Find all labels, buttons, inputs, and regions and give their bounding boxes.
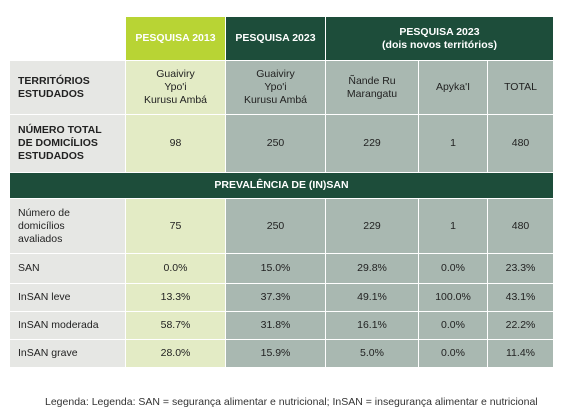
table-cell: Número de domicílios avaliados: [9, 198, 126, 254]
header-cell: PESQUISA 2013: [125, 16, 226, 61]
table-cell: 480: [487, 198, 554, 254]
table-row: TERRITÓRIOS ESTUDADOS Guaiviry Ypo'i Kuru…: [9, 60, 554, 115]
table-cell: 16.1%: [325, 311, 419, 340]
table-cell: 23.3%: [487, 253, 554, 284]
table-cell: Apyka'I: [418, 60, 488, 115]
table-cell: 480: [487, 114, 554, 173]
table-cell: InSAN moderada: [9, 311, 126, 340]
table-cell: 43.1%: [487, 283, 554, 312]
table-row: InSAN leve 13.3% 37.3% 49.1% 100.0% 43.1%: [9, 283, 554, 312]
table-row: Número de domicílios avaliados 75 250 229 1 4…: [9, 198, 554, 254]
table-cell: 1: [418, 114, 488, 173]
table-cell: 15.9%: [225, 339, 326, 368]
legend: Legenda: Legenda: SAN = segurança alimen…: [45, 396, 538, 408]
table-row: InSAN grave 28.0% 15.9% 5.0% 0.0% 11.4%: [9, 339, 554, 368]
table-cell: 28.0%: [125, 339, 226, 368]
table-cell: TERRITÓRIOS ESTUDADOS: [9, 60, 126, 115]
table-row: NÚMERO TOTAL DE DOMICÍLIOS ESTUDADOS 98 25…: [9, 114, 554, 173]
table-cell: 11.4%: [487, 339, 554, 368]
table-cell: TOTAL: [487, 60, 554, 115]
table-cell: 0.0%: [418, 339, 488, 368]
table-cell: Guaiviry Ypo'i Kurusu Ambá: [125, 60, 226, 115]
table-cell: SAN: [9, 253, 126, 284]
table-cell: 229: [325, 114, 419, 173]
table-cell: 250: [225, 198, 326, 254]
table-cell: 5.0%: [325, 339, 419, 368]
table-cell: 250: [225, 114, 326, 173]
table-cell: 15.0%: [225, 253, 326, 284]
table-cell: 0.0%: [418, 311, 488, 340]
table-cell: 0.0%: [418, 253, 488, 284]
table-cell: 37.3%: [225, 283, 326, 312]
table-cell: 98: [125, 114, 226, 173]
table-cell: 29.8%: [325, 253, 419, 284]
table-cell: Guaiviry Ypo'i Kurusu Ambá: [225, 60, 326, 115]
empty-cell: [9, 16, 126, 61]
table-cell: 49.1%: [325, 283, 419, 312]
table-row: PREVALÊNCIA DE (IN)SAN: [9, 172, 554, 199]
table-cell: 100.0%: [418, 283, 488, 312]
table-cell: InSAN grave: [9, 339, 126, 368]
table-cell: 58.7%: [125, 311, 226, 340]
header-cell: PESQUISA 2023: [225, 16, 326, 61]
table-cell: Ñande Ru Marangatu: [325, 60, 419, 115]
header-cell: PESQUISA 2023 (dois novos territórios): [325, 16, 554, 61]
header-row: PESQUISA 2013 PESQUISA 2023 PESQUISA 202…: [9, 16, 554, 61]
section-header: PREVALÊNCIA DE (IN)SAN: [9, 172, 554, 199]
table-row: InSAN moderada 58.7% 31.8% 16.1% 0.0% 22.2%: [9, 311, 554, 340]
data-table: PESQUISA 2013 PESQUISA 2023 PESQUISA 202…: [9, 16, 554, 368]
table-body: PESQUISA 2013 PESQUISA 2023 PESQUISA 202…: [9, 16, 554, 368]
table-cell: 13.3%: [125, 283, 226, 312]
table-cell: 229: [325, 198, 419, 254]
table-cell: 0.0%: [125, 253, 226, 284]
table-cell: InSAN leve: [9, 283, 126, 312]
table-cell: 22.2%: [487, 311, 554, 340]
table-cell: 75: [125, 198, 226, 254]
table-row: SAN 0.0% 15.0% 29.8% 0.0% 23.3%: [9, 253, 554, 284]
table-cell: NÚMERO TOTAL DE DOMICÍLIOS ESTUDADOS: [9, 114, 126, 173]
table-cell: 31.8%: [225, 311, 326, 340]
table-cell: 1: [418, 198, 488, 254]
